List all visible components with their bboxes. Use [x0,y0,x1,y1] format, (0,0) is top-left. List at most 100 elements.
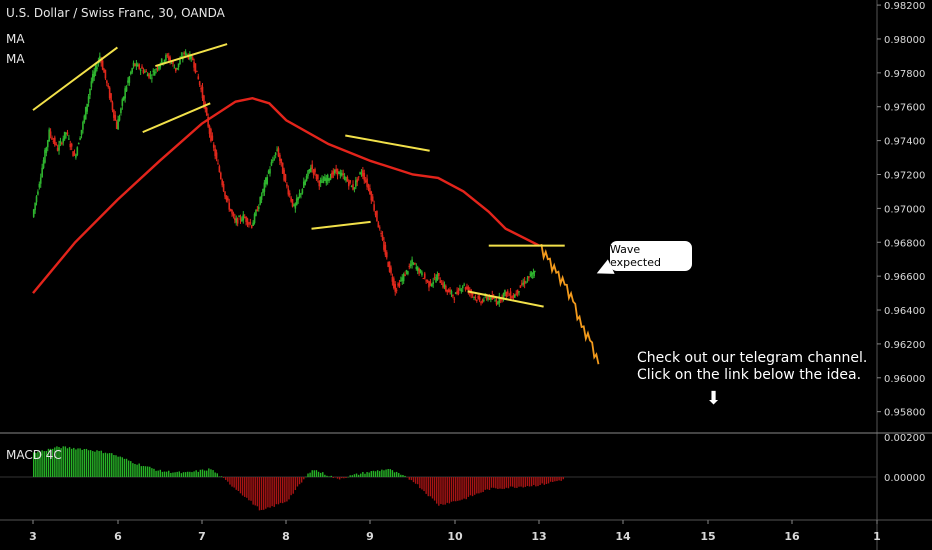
candle-body [390,267,392,274]
candle-body [61,143,63,145]
candle-body [227,197,229,201]
macd-bar [199,469,202,477]
candle-body [139,69,142,71]
macd-bar [138,463,140,477]
candle-body [269,168,271,174]
macd-bar [459,477,461,501]
candle-body [80,129,83,136]
candle-body [490,295,492,300]
candle-body [377,222,380,228]
candle-body [218,166,221,173]
macd-bar [81,449,83,477]
candle-body [294,203,297,209]
macd-bar [412,477,415,483]
candle-body [108,87,111,99]
macd-bar [271,477,273,507]
macd-bar [476,477,478,494]
candle-body [113,109,115,118]
macd-bar [408,477,410,480]
candle-body [276,149,278,151]
macd-bar [252,477,254,505]
candle-body [467,286,470,293]
candle-body [79,137,81,140]
candle-body [435,277,437,283]
candle-body [253,213,256,223]
candle-body [335,168,337,172]
macd-bar [313,470,316,477]
candle-body [211,135,214,141]
y-tick-label: 0.96400 [884,306,925,317]
candle-body [249,222,252,224]
candle-body [68,138,70,140]
candle-body [446,289,449,293]
macd-bar [246,477,248,498]
macd-bar [273,477,275,507]
candle-body [225,195,228,200]
macd-bar [317,471,320,477]
x-tick-label: 10 [447,530,463,543]
y-tick-label: 0.97600 [884,103,925,114]
candle-body [172,60,174,64]
macd-bar [488,477,491,490]
macd-bar [68,447,71,477]
candle-body [515,293,517,295]
macd-bar [368,472,370,477]
candle-body [241,219,243,222]
candle-body [456,291,458,294]
candle-body [519,285,522,288]
macd-bar [417,477,419,485]
candle-body [298,193,301,197]
macd-bar [347,476,349,478]
candle-body [474,296,477,298]
macd-bar [431,477,434,499]
candle-body [421,272,423,276]
candle-body [273,158,276,160]
candle-body [476,299,478,302]
candle-body [408,266,411,268]
macd-bar [45,450,48,477]
macd-bar [222,477,225,478]
down-arrow-icon: ⬇ [706,388,722,409]
candle-body [160,58,163,63]
candle-body [347,181,350,187]
candle-body [51,137,53,140]
macd-bar [56,446,58,477]
macd-bar [480,477,482,493]
macd-bar [157,470,159,477]
candle-body [295,198,298,206]
candle-body [62,138,65,143]
macd-bar [94,451,96,477]
candle-body [343,176,346,180]
macd-bar [256,477,259,507]
candle-body [317,174,319,180]
macd-bar [448,477,451,504]
candle-body [118,116,121,121]
macd-bar [503,477,505,489]
candle-body [231,209,233,214]
macd-bar [389,469,391,477]
candle-body [283,169,285,181]
candle-body [101,60,104,70]
candle-body [297,197,299,201]
candle-body [170,62,173,64]
macd-bar [292,477,294,494]
macd-bar [341,477,343,479]
candle-body [338,171,340,174]
candle-body [77,143,80,145]
candle-body [492,297,495,299]
candle-body [445,285,447,292]
macd-bar [161,471,164,477]
macd-bar [43,451,45,477]
candle-body [107,85,110,88]
candle-body [494,300,496,302]
candle-body [415,266,418,269]
candle-body [145,71,148,73]
candle-body [325,178,328,183]
candle-body [120,108,122,114]
candle-body [235,218,238,223]
candle-body [438,272,440,276]
macd-bar [75,449,77,477]
x-tick-label: 13 [531,530,546,543]
macd-bar [364,473,366,477]
